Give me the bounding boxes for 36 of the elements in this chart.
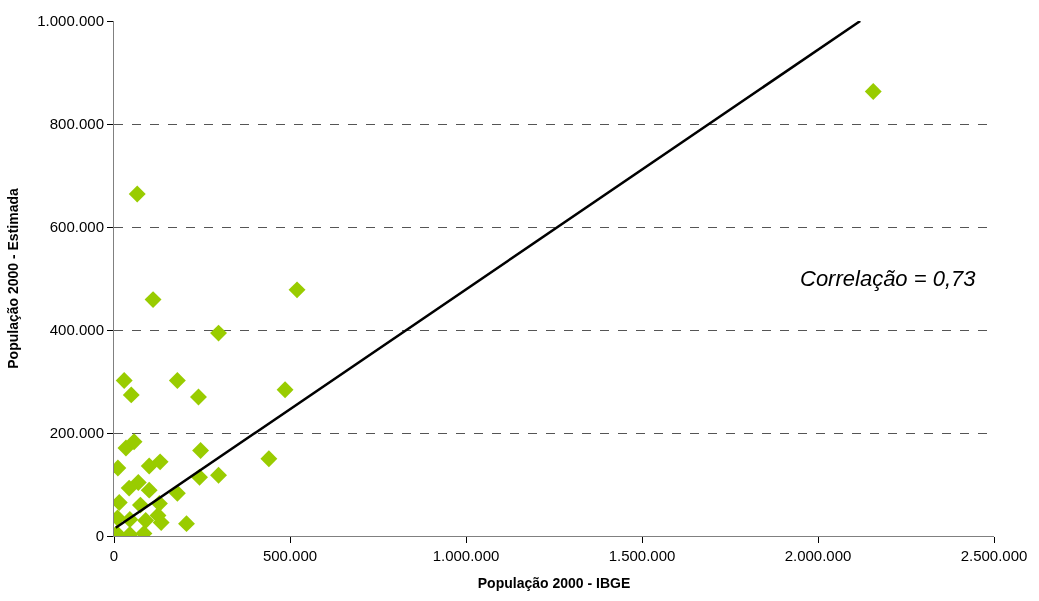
point xyxy=(168,372,186,389)
x-tick-label: 500.000 xyxy=(262,547,318,564)
y-tick-label: 800.000 xyxy=(49,115,104,133)
x-tick-label: 2.500.000 xyxy=(960,547,1028,564)
x-axis-title: População 2000 - IBGE xyxy=(477,575,631,592)
annotation: Correlação = 0,73 xyxy=(800,266,977,291)
point xyxy=(128,185,146,203)
point xyxy=(144,291,162,309)
point xyxy=(288,281,306,299)
point xyxy=(137,512,155,529)
point xyxy=(151,453,169,471)
y-tick-label: 600.000 xyxy=(49,218,104,236)
point xyxy=(260,450,278,468)
point xyxy=(864,83,882,100)
point xyxy=(122,386,140,404)
y-tick-label: 0 xyxy=(95,527,104,545)
x-tick-label: 0 xyxy=(109,547,119,564)
point xyxy=(125,433,143,451)
x-tick-label: 1.000.000 xyxy=(432,547,500,564)
point xyxy=(129,473,147,491)
point xyxy=(190,388,207,406)
y-tick-label: 200.000 xyxy=(49,424,104,442)
point xyxy=(115,372,133,389)
point xyxy=(178,515,195,533)
x-tick-label: 2.000.000 xyxy=(784,547,852,564)
point xyxy=(140,481,158,499)
point xyxy=(192,442,210,459)
point xyxy=(120,479,138,497)
point xyxy=(210,324,227,342)
point xyxy=(276,381,294,399)
x-tick-label: 1.500.000 xyxy=(608,547,676,564)
y-tick-label: 400.000 xyxy=(49,321,104,339)
point xyxy=(210,466,227,484)
point xyxy=(168,484,186,502)
y-axis-title: População 2000 - Estimada xyxy=(4,188,21,369)
y-tick-label: 1.000.000 xyxy=(37,12,104,30)
